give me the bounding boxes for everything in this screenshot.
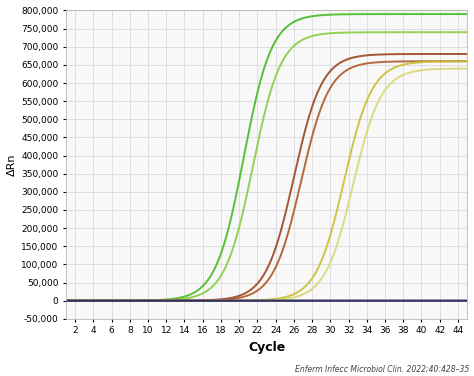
Y-axis label: ΔRn: ΔRn [7,153,17,176]
Text: Enferm Infecc Microbiol Clin. 2022;40:428–35: Enferm Infecc Microbiol Clin. 2022;40:42… [295,365,469,374]
X-axis label: Cycle: Cycle [248,341,285,354]
